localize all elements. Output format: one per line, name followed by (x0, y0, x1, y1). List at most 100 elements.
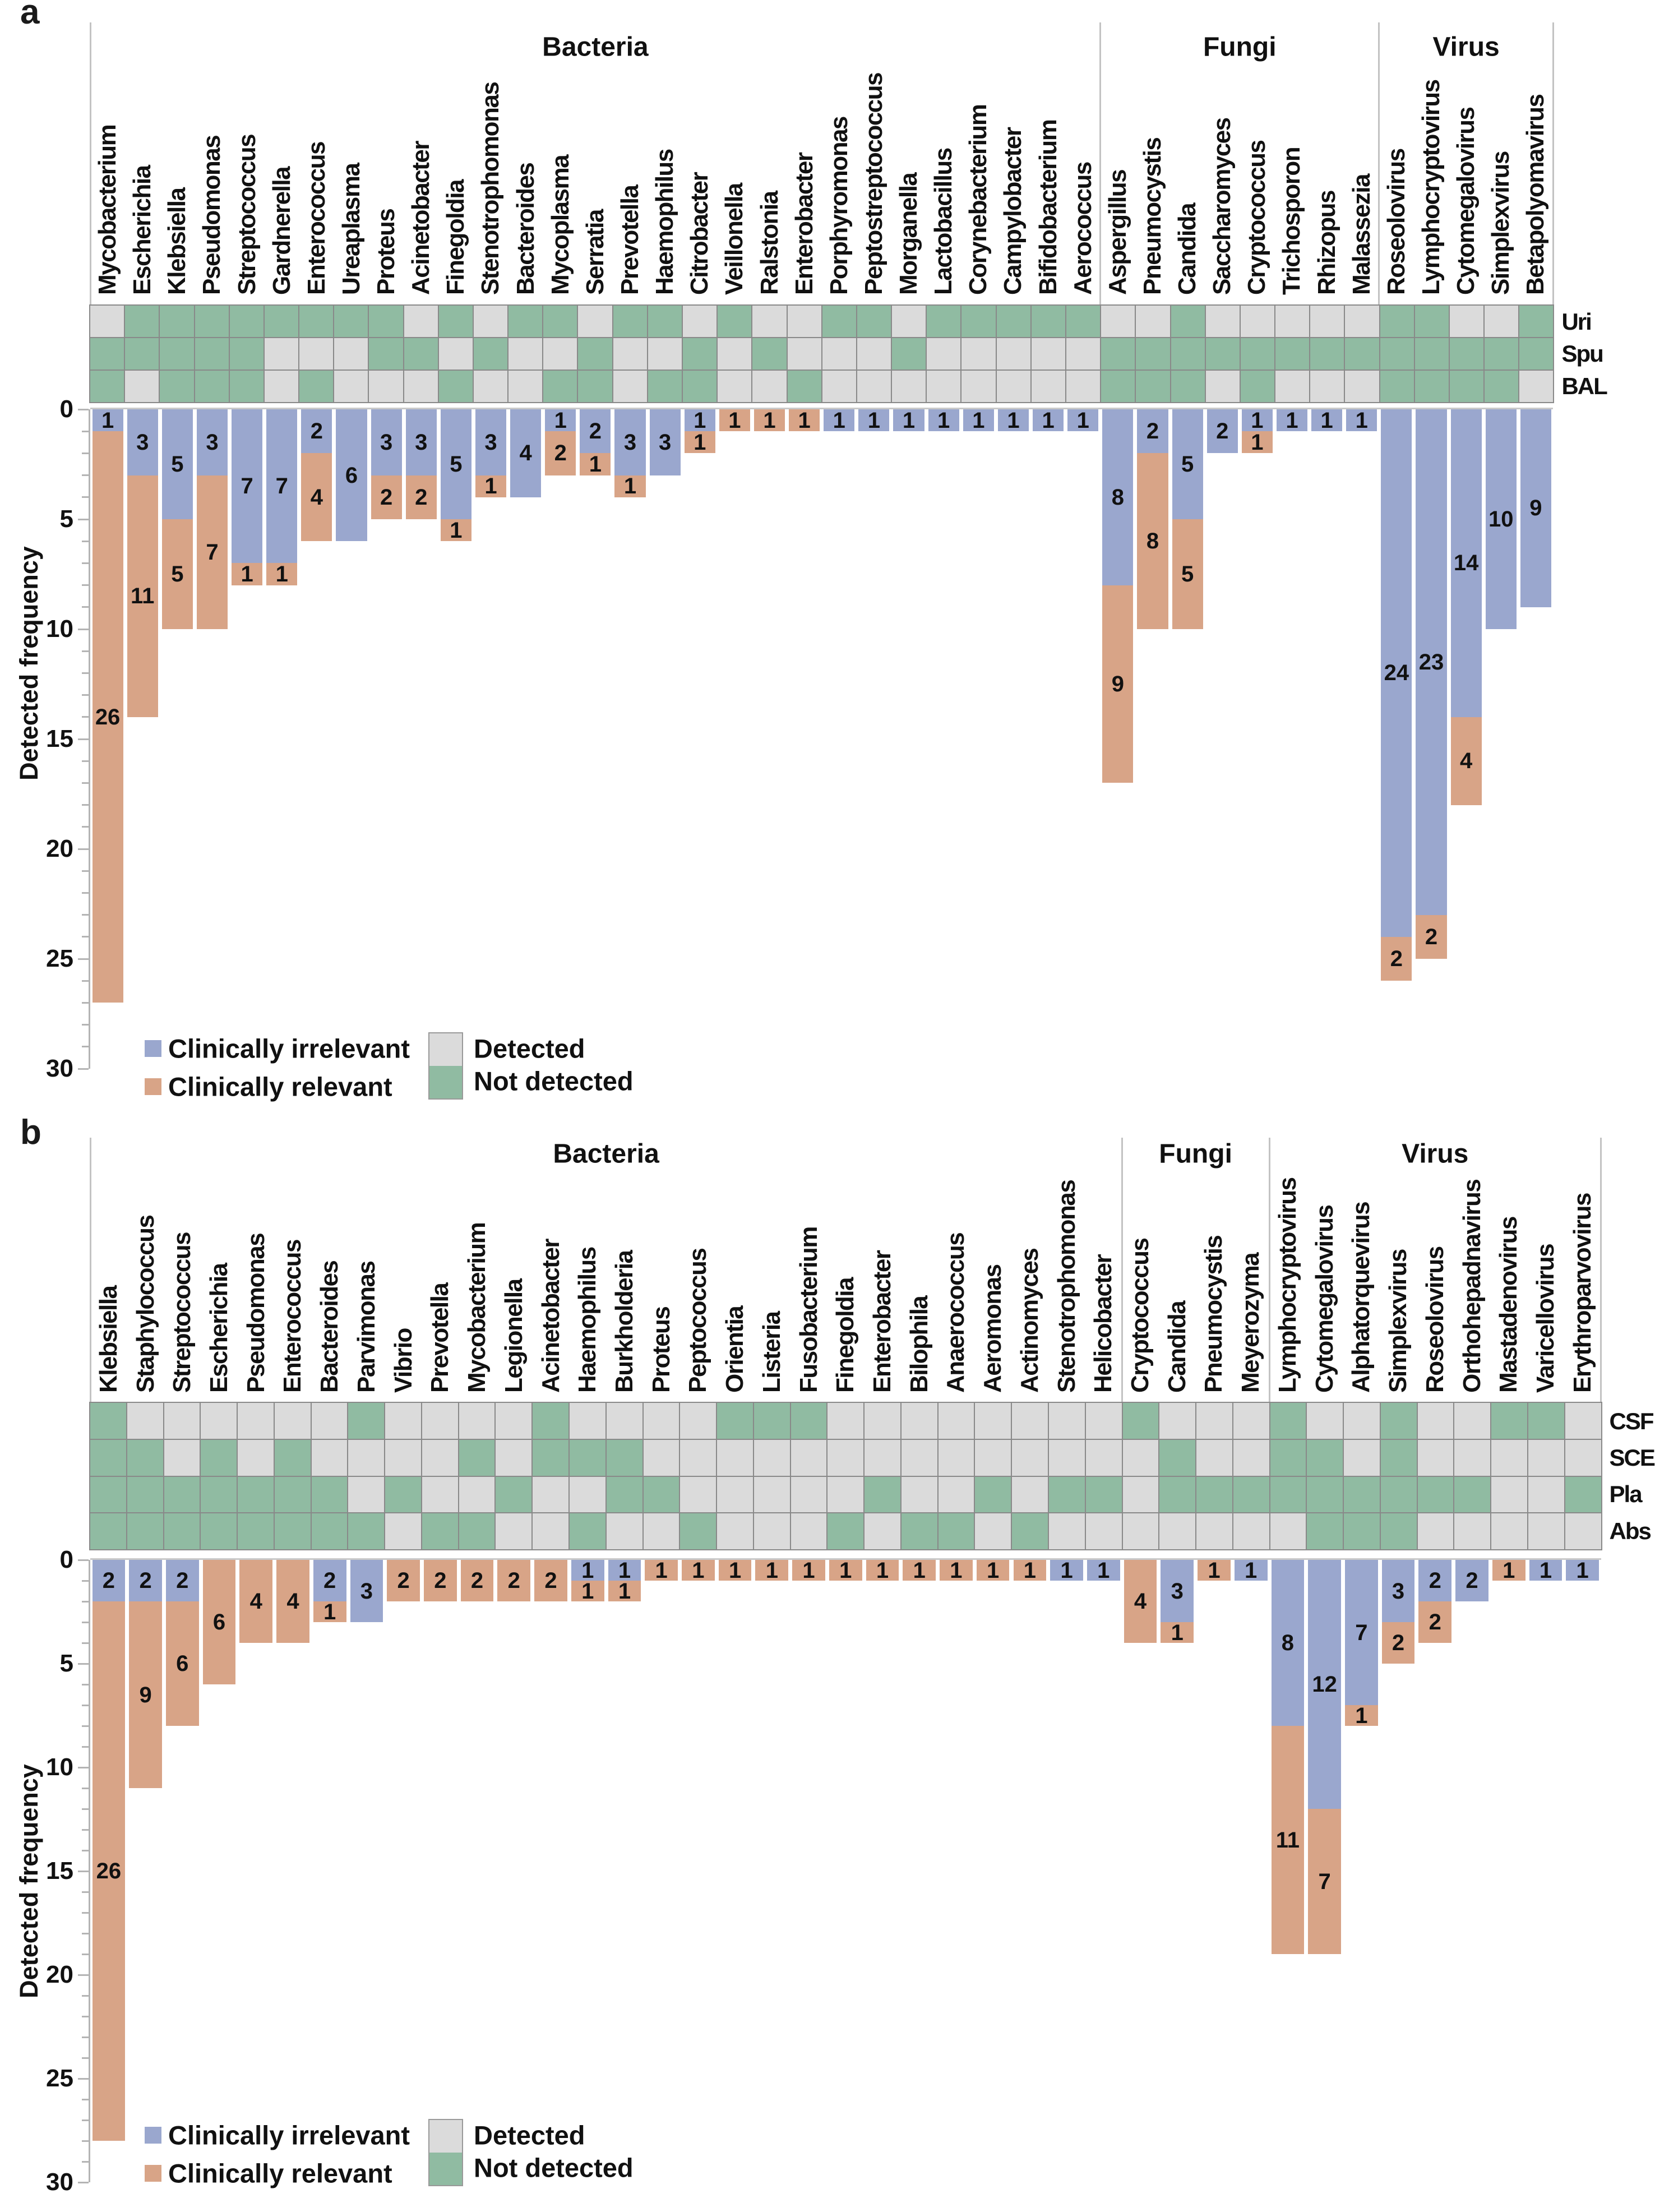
heatmap-cell-Spu-Betapolyomavirus (1519, 338, 1554, 370)
heatmap-cell-Abs-Pneumocystis (1196, 1513, 1232, 1550)
y-minor-tick (82, 1642, 89, 1644)
bar-segment-relevant-Finegoldia: 1 (829, 1559, 862, 1582)
bar-value-label: 1 (1320, 408, 1333, 433)
bar-segment-relevant-Klebsiella: 26 (92, 1601, 126, 2141)
bar-segment-irrelevant-Streptococcus: 7 (232, 409, 263, 564)
sample-row-label-Pla: Pla (1609, 1481, 1643, 1508)
y-minor-tick (82, 452, 89, 454)
heatmap-cell-SCE-Cytomegalovirus (1307, 1439, 1343, 1476)
bar-value-label: 3 (415, 430, 428, 455)
column-label: Anaerococcus (942, 1232, 970, 1393)
bar-segment-irrelevant-Candida: 5 (1172, 409, 1203, 519)
heatmap-cell-Spu-Corynebacterium (961, 338, 996, 370)
y-major-tick (78, 628, 89, 630)
bar-segment-relevant-Serratia: 1 (580, 453, 611, 475)
group-title-virus: Virus (1432, 32, 1500, 62)
bar-segment-relevant-Enterobacter: 1 (789, 409, 820, 432)
heatmap-cell-SCE-Peptococcus (680, 1439, 716, 1476)
column-label: Serratia (581, 210, 609, 295)
heatmap-cell-Abs-Listeria (753, 1513, 790, 1550)
y-tick-label: 20 (46, 1961, 73, 1988)
column-label: Saccharomyces (1208, 118, 1236, 295)
column-label: Malassezia (1347, 174, 1375, 295)
bar-value-label: 1 (763, 408, 776, 433)
bar-value-label: 6 (345, 463, 358, 488)
bar-value-label: 1 (692, 1558, 705, 1583)
bar-segment-relevant-Roseolovirus: 2 (1381, 936, 1412, 981)
heatmap-cell-Spu-Bacteroides (508, 338, 543, 370)
heatmap-cell-CSF-Cytomegalovirus (1307, 1403, 1343, 1439)
sample-row-label-CSF: CSF (1609, 1407, 1654, 1434)
bar-value-label: 1 (1023, 1558, 1036, 1583)
heatmap-cell-BAL-Morganella (892, 371, 926, 403)
bar-value-label: 1 (618, 1578, 631, 1604)
bar-value-label: 1 (623, 474, 637, 499)
heatmap-cell-Uri-Mycobacterium (90, 306, 124, 338)
bar-value-label: 1 (554, 408, 567, 433)
bar-segment-irrelevant-Erythroparvovirus: 1 (1566, 1559, 1599, 1582)
y-minor-tick (82, 2160, 89, 2163)
column-label: Aeromonas (979, 1264, 1007, 1393)
heatmap-cell-Pla-Actinomyces (1012, 1476, 1048, 1513)
heatmap-cell-Uri-Bacteroides (508, 306, 543, 338)
bar-segment-relevant-Pseudomonas: 7 (196, 475, 228, 629)
bar-segment-irrelevant-Corynebacterium: 1 (963, 409, 994, 432)
bar-segment-irrelevant-Serratia: 2 (580, 409, 611, 454)
column-label: Aspergillus (1103, 169, 1131, 295)
bar-segment-relevant-Burkholderia: 1 (608, 1578, 641, 1604)
heatmap-cell-BAL-Citrobacter (683, 371, 717, 403)
heatmap-cell-Spu-Pseudomonas (195, 338, 229, 370)
heatmap-cell-SCE-Parvimonas (348, 1439, 385, 1476)
column-label: Ralstonia (755, 191, 783, 295)
bar-value-label: 8 (1111, 484, 1124, 510)
bar-value-label: 1 (833, 408, 845, 433)
bar-segment-irrelevant-Prevotella: 3 (614, 409, 646, 475)
heatmap-cell-BAL-Pneumocystis (1136, 371, 1170, 403)
column-label: Veillonella (720, 183, 748, 295)
bar-value-label: 1 (1503, 1558, 1515, 1583)
y-axis-line (89, 1560, 90, 2182)
bar-segment-relevant-Streptococcus: 6 (165, 1601, 199, 1726)
heatmap-cell-Spu-Gardnerella (264, 338, 299, 370)
legend-label-detected: Detected (474, 2120, 585, 2150)
heatmap-cell-Abs-Helicobacter (1085, 1513, 1122, 1550)
heatmap-cell-Abs-Roseolovirus (1417, 1513, 1454, 1550)
heatmap-cell-SCE-Helicobacter (1085, 1439, 1122, 1476)
heatmap-cell-Pla-Cryptococcus (1122, 1476, 1159, 1513)
heatmap-cell-Pla-Klebsiella (90, 1476, 126, 1513)
y-tick-label: 5 (59, 505, 73, 533)
heatmap-cell-Abs-Parvimonas (348, 1513, 385, 1550)
bar-value-label: 4 (519, 441, 532, 466)
bar-segment-irrelevant-Alphatorquevirus: 7 (1344, 1560, 1378, 1705)
column-label: Orthohepadnavirus (1458, 1179, 1486, 1393)
bar-segment-irrelevant-Mycoplasma: 1 (545, 408, 576, 433)
y-minor-tick (82, 562, 89, 564)
heatmap-cell-CSF-Burkholderia (606, 1403, 642, 1439)
bar-value-label: 7 (1355, 1620, 1368, 1645)
heatmap-cell-Uri-Streptococcus (229, 306, 263, 338)
bar-segment-relevant-Enterococcus: 4 (276, 1560, 309, 1643)
heatmap-cell-Pla-Bacteroides (311, 1476, 348, 1513)
heatmap-cell-Spu-Cryptococcus (1240, 338, 1275, 370)
y-major-tick (78, 738, 89, 740)
heatmap-cell-Uri-Betapolyomavirus (1519, 306, 1554, 338)
heatmap-cell-Spu-Lymphocryptovirus (1414, 338, 1449, 370)
heatmap-cell-Spu-Peptostreptococcus (857, 338, 891, 370)
bar-value-label: 1 (765, 1558, 778, 1583)
column-label: Gardnerella (267, 167, 295, 295)
group-title-fungi: Fungi (1203, 32, 1277, 62)
y-major-tick (78, 958, 89, 960)
bar-value-label: 2 (1466, 1568, 1478, 1593)
heatmap-cell-Abs-Lymphocryptovirus (1270, 1513, 1306, 1550)
column-label: Bacteroides (316, 1260, 344, 1393)
heatmap-cell-BAL-Mycobacterium (90, 371, 124, 403)
bar-segment-irrelevant-Klebsiella: 5 (161, 409, 193, 519)
heatmap-cell-CSF-Haemophilus (569, 1403, 605, 1439)
heatmap-cell-SCE-Vibrio (385, 1439, 421, 1476)
heatmap-cell-Uri-Veillonella (718, 306, 752, 338)
bar-segment-irrelevant-Stenotrophomonas: 1 (1050, 1559, 1083, 1582)
column-label: Prevotella (616, 185, 644, 295)
heatmap-cell-BAL-Peptostreptococcus (857, 371, 891, 403)
heatmap-cell-BAL-Klebsiella (160, 371, 194, 403)
heatmap-cell-Abs-Actinomyces (1012, 1513, 1048, 1550)
